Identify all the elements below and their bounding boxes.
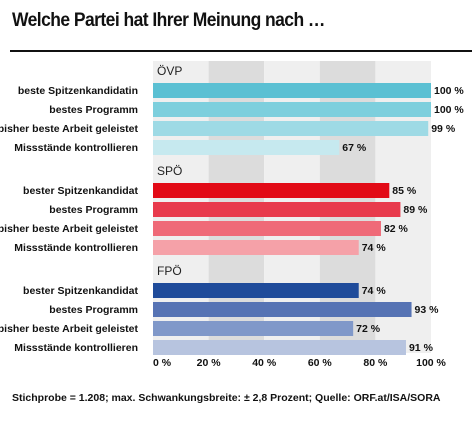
category-label: bestes Programm	[49, 304, 138, 316]
x-tick-label: 100 %	[416, 357, 446, 369]
category-label: bisher beste Arbeit geleistet	[0, 123, 138, 135]
category-label: Missstände kontrollieren	[14, 142, 138, 154]
data-label: 85 %	[392, 185, 417, 197]
data-label: 100 %	[434, 85, 464, 97]
data-label: 72 %	[356, 323, 381, 335]
data-label: 89 %	[403, 204, 428, 216]
bar	[153, 321, 354, 336]
x-tick-label: 20 %	[197, 357, 222, 369]
bar-chart: ÖVP beste Spitzenkandidatin 100 % bestes Pr…	[0, 61, 464, 369]
bar	[153, 83, 431, 98]
bar	[153, 302, 412, 317]
category-label: bester Spitzenkandidat	[23, 185, 138, 197]
x-tick-label: 0 %	[153, 357, 172, 369]
chart-title: Welche Partei hat Ihrer Meinung nach …	[12, 10, 325, 31]
bar	[153, 140, 340, 155]
data-label: 91 %	[409, 342, 434, 354]
group-label: SPÖ	[157, 164, 182, 178]
category-label: bisher beste Arbeit geleistet	[0, 223, 138, 235]
data-label: 74 %	[362, 285, 387, 297]
category-label: bester Spitzenkandidat	[23, 285, 138, 297]
category-label: bestes Programm	[49, 104, 138, 116]
category-label: beste Spitzenkandidatin	[18, 85, 138, 97]
bar	[153, 102, 431, 117]
bar	[153, 121, 429, 136]
data-label: 100 %	[434, 104, 464, 116]
bar	[153, 221, 381, 236]
source-footnote: Stichprobe = 1.208; max. Schwankungsbrei…	[12, 392, 441, 404]
category-label: Missstände kontrollieren	[14, 242, 138, 254]
title-rule	[10, 50, 472, 52]
group-label: FPÖ	[157, 264, 182, 278]
x-tick-label: 80 %	[363, 357, 388, 369]
data-label: 67 %	[342, 142, 367, 154]
category-label: bisher beste Arbeit geleistet	[0, 323, 138, 335]
category-label: bestes Programm	[49, 204, 138, 216]
data-label: 82 %	[384, 223, 409, 235]
data-label: 93 %	[415, 304, 440, 316]
x-tick-label: 60 %	[308, 357, 333, 369]
data-label: 99 %	[431, 123, 456, 135]
bar	[153, 202, 401, 217]
x-tick-label: 40 %	[252, 357, 277, 369]
category-label: Missstände kontrollieren	[14, 342, 138, 354]
bar	[153, 240, 359, 255]
bar	[153, 340, 406, 355]
group-label: ÖVP	[157, 64, 182, 78]
bar	[153, 283, 359, 298]
data-label: 74 %	[362, 242, 387, 254]
bar	[153, 183, 390, 198]
